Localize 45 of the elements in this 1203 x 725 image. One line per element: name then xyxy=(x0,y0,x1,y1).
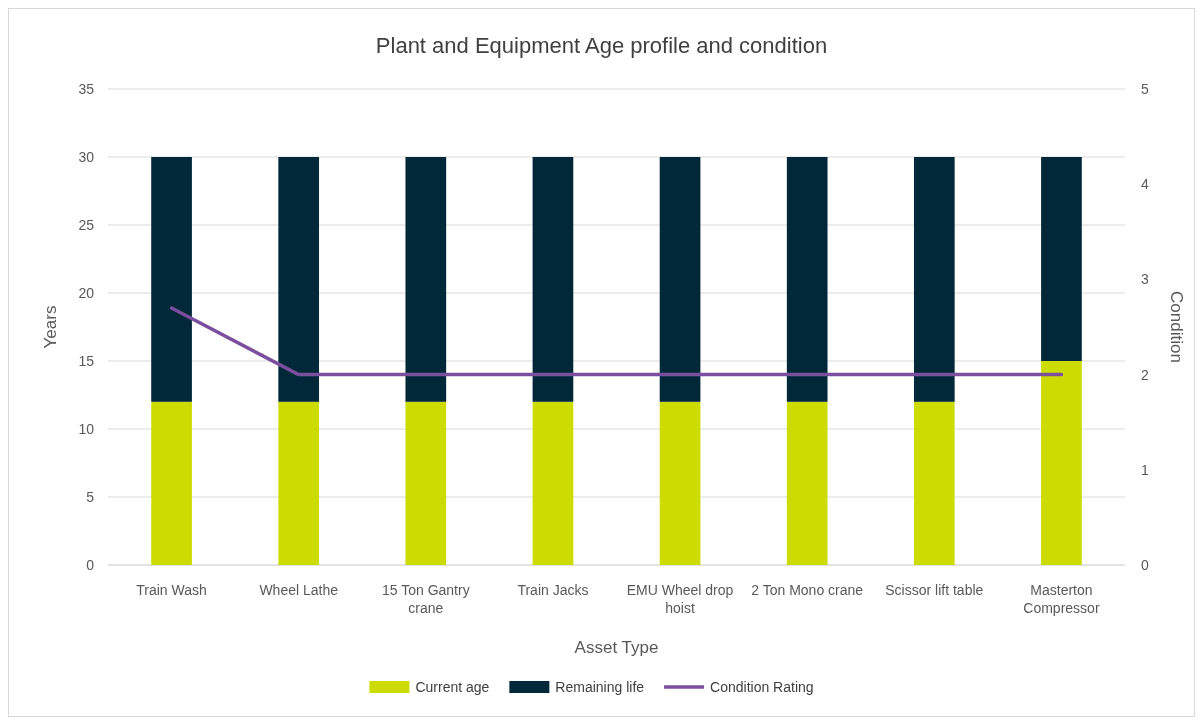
bar xyxy=(532,157,574,402)
y2-tick-label: 5 xyxy=(1141,81,1149,97)
legend-label: Current age xyxy=(415,679,490,695)
bar xyxy=(405,157,447,402)
y2-tick-label: 3 xyxy=(1141,271,1149,288)
bar xyxy=(786,401,828,565)
y2-axis-title: Condition xyxy=(1167,291,1186,363)
x-axis-title: Asset Type xyxy=(574,638,659,657)
bar xyxy=(1041,157,1082,361)
bar xyxy=(278,401,320,565)
bar xyxy=(786,157,828,402)
bar xyxy=(913,157,955,402)
y-tick-label: 35 xyxy=(78,81,95,97)
y-tick-label: 10 xyxy=(78,421,95,437)
x-tick-label: EMU Wheel drop hoist xyxy=(626,582,734,616)
legend-label: Remaining life xyxy=(555,679,645,695)
bar xyxy=(532,401,574,565)
y2-tick-label: 2 xyxy=(1141,366,1149,383)
x-tick-label: Scissor lift table xyxy=(885,582,984,598)
x-tick-label: Train Jacks xyxy=(517,582,589,598)
x-tick-label: Wheel Lathe xyxy=(259,582,339,598)
bar xyxy=(405,401,447,565)
x-tick-label: Train Wash xyxy=(136,582,207,598)
x-tick-label: 15 Ton Gantry crane xyxy=(381,582,470,616)
y-tick-label: 0 xyxy=(86,557,95,573)
bar xyxy=(659,401,701,565)
y-axis-title: Years xyxy=(41,305,60,349)
y2-tick-label: 1 xyxy=(1141,461,1149,478)
bar xyxy=(151,157,192,402)
y-tick-label: 5 xyxy=(86,489,95,505)
x-tick-label: 2 Ton Mono crane xyxy=(751,582,864,598)
y-tick-label: 30 xyxy=(78,149,95,165)
y-tick-label: 15 xyxy=(78,353,95,369)
y-tick-label: 20 xyxy=(78,285,95,301)
x-tick-label: Masterton Compressor xyxy=(1023,582,1100,616)
y2-tick-label: 4 xyxy=(1141,176,1149,193)
legend-label: Condition Rating xyxy=(710,679,814,695)
bar xyxy=(278,157,320,402)
bar xyxy=(659,157,701,402)
bar xyxy=(151,401,192,565)
bar xyxy=(913,401,955,565)
y2-tick-label: 0 xyxy=(1141,557,1149,573)
bar xyxy=(1041,361,1082,565)
y-tick-label: 25 xyxy=(78,217,95,233)
chart-title: Plant and Equipment Age profile and condition xyxy=(375,33,828,58)
